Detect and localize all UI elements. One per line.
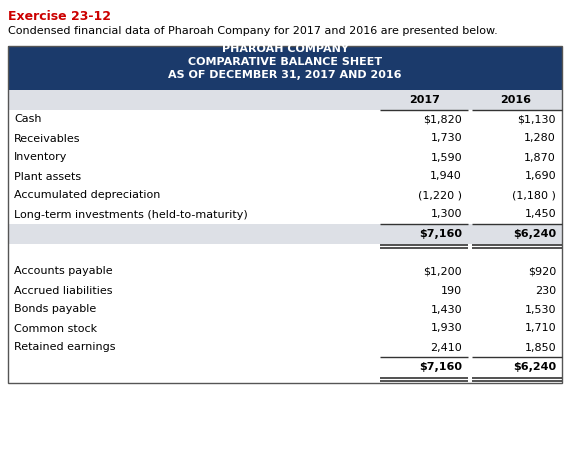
Bar [8,224,562,244]
Text: Long-term investments (held-to-maturity): Long-term investments (held-to-maturity) [14,209,248,219]
Text: Plant assets: Plant assets [14,171,81,182]
Text: $6,240: $6,240 [513,362,556,372]
Text: 1,280: 1,280 [524,134,556,144]
Bar [8,46,562,90]
Text: 1,530: 1,530 [525,304,556,315]
Text: 1,850: 1,850 [524,342,556,353]
Text: $6,240: $6,240 [513,229,556,239]
Text: Common stock: Common stock [14,323,97,334]
Text: Accounts payable: Accounts payable [14,267,112,276]
Text: Bonds payable: Bonds payable [14,304,96,315]
Text: (1,220 ): (1,220 ) [418,190,462,201]
Text: 2017: 2017 [409,95,440,105]
Text: 1,430: 1,430 [431,304,462,315]
Text: PHAROAH COMPANY: PHAROAH COMPANY [222,44,348,54]
Text: $7,160: $7,160 [419,229,462,239]
Bar [8,90,562,110]
Text: Accrued liabilities: Accrued liabilities [14,286,112,296]
Text: 1,450: 1,450 [524,209,556,219]
Text: 190: 190 [441,286,462,296]
Text: 1,940: 1,940 [431,171,462,182]
Text: $1,200: $1,200 [423,267,462,276]
Text: AS OF DECEMBER 31, 2017 AND 2016: AS OF DECEMBER 31, 2017 AND 2016 [168,70,402,80]
Text: 1,690: 1,690 [524,171,556,182]
Text: Exercise 23-12: Exercise 23-12 [8,10,111,23]
Text: (1,180 ): (1,180 ) [512,190,556,201]
Text: 2,410: 2,410 [431,342,462,353]
Text: Receivables: Receivables [14,134,81,144]
Text: 1,730: 1,730 [431,134,462,144]
Text: Cash: Cash [14,115,42,124]
Text: Condensed financial data of Pharoah Company for 2017 and 2016 are presented belo: Condensed financial data of Pharoah Comp… [8,26,498,36]
Text: 1,710: 1,710 [524,323,556,334]
Bar [8,46,562,383]
Text: 1,930: 1,930 [431,323,462,334]
Text: COMPARATIVE BALANCE SHEET: COMPARATIVE BALANCE SHEET [188,57,382,67]
Text: $7,160: $7,160 [419,362,462,372]
Text: $920: $920 [528,267,556,276]
Text: $1,820: $1,820 [423,115,462,124]
Text: $1,130: $1,130 [517,115,556,124]
Text: 230: 230 [535,286,556,296]
Text: 1,300: 1,300 [431,209,462,219]
Text: Inventory: Inventory [14,152,67,163]
Text: Accumulated depreciation: Accumulated depreciation [14,190,160,201]
Text: 1,590: 1,590 [431,152,462,163]
Text: Retained earnings: Retained earnings [14,342,115,353]
Text: 1,870: 1,870 [524,152,556,163]
Text: 2016: 2016 [501,95,532,105]
